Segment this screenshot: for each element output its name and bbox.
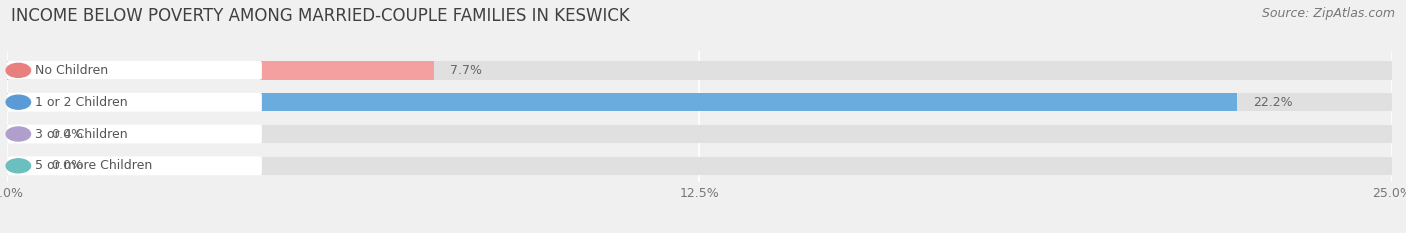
Text: Source: ZipAtlas.com: Source: ZipAtlas.com <box>1261 7 1395 20</box>
Bar <box>7 157 35 175</box>
Circle shape <box>6 127 31 141</box>
Bar <box>7 125 35 143</box>
Bar <box>7 93 1392 111</box>
Text: 0.0%: 0.0% <box>52 127 83 140</box>
Circle shape <box>6 95 31 109</box>
FancyBboxPatch shape <box>7 93 262 112</box>
Text: INCOME BELOW POVERTY AMONG MARRIED-COUPLE FAMILIES IN KESWICK: INCOME BELOW POVERTY AMONG MARRIED-COUPL… <box>11 7 630 25</box>
Circle shape <box>6 159 31 173</box>
Bar <box>7 61 433 80</box>
FancyBboxPatch shape <box>7 61 262 80</box>
Bar <box>7 61 1392 80</box>
Bar <box>7 125 1392 143</box>
Text: No Children: No Children <box>35 64 108 77</box>
Text: 1 or 2 Children: 1 or 2 Children <box>35 96 128 109</box>
FancyBboxPatch shape <box>7 125 262 144</box>
Bar <box>7 93 1237 111</box>
Bar <box>7 157 1392 175</box>
Circle shape <box>6 63 31 77</box>
Text: 5 or more Children: 5 or more Children <box>35 159 152 172</box>
FancyBboxPatch shape <box>7 156 262 175</box>
Text: 22.2%: 22.2% <box>1254 96 1294 109</box>
Text: 3 or 4 Children: 3 or 4 Children <box>35 127 128 140</box>
Text: 7.7%: 7.7% <box>450 64 482 77</box>
Text: 0.0%: 0.0% <box>52 159 83 172</box>
